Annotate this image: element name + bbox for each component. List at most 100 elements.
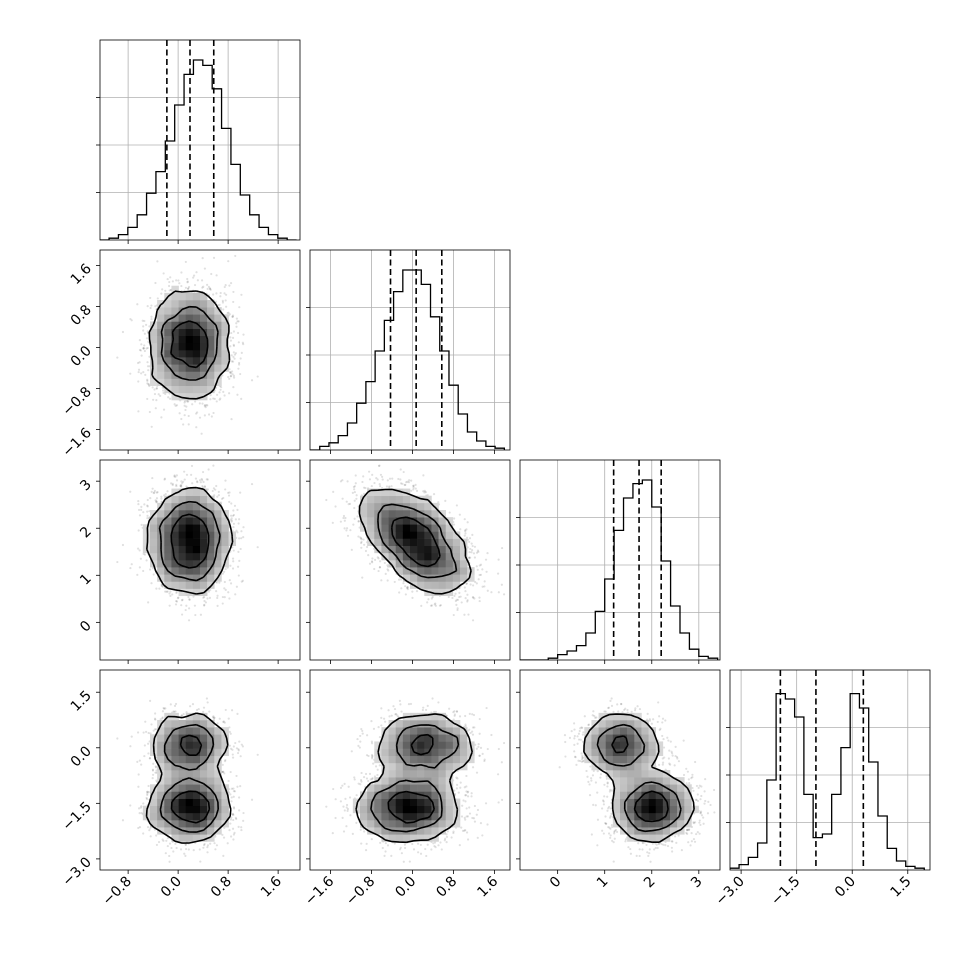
density-cell — [460, 574, 468, 582]
density-cell — [417, 510, 425, 518]
scatter-point — [356, 515, 359, 518]
density-cell — [655, 827, 664, 835]
scatter-point — [386, 568, 389, 571]
scatter-point — [212, 715, 215, 718]
density-cell — [634, 820, 642, 828]
density-cell — [634, 720, 642, 728]
scatter-point — [169, 276, 172, 279]
scatter-point — [237, 320, 240, 323]
scatter-point — [230, 331, 233, 335]
density-cell — [410, 538, 418, 547]
scatter-point — [153, 489, 156, 492]
scatter-point — [378, 764, 381, 767]
scatter-point — [166, 277, 169, 281]
scatter-point — [160, 495, 163, 498]
scatter-point — [687, 841, 690, 844]
density-cell — [207, 350, 215, 358]
scatter-point — [163, 478, 166, 481]
scatter-point — [228, 597, 231, 600]
scatter-point — [461, 829, 465, 832]
scatter-point — [142, 511, 145, 514]
scatter-point — [203, 485, 207, 489]
density-cell — [598, 712, 607, 721]
scatter-point — [393, 707, 397, 711]
scatter-point — [228, 370, 232, 374]
density-cell — [648, 834, 657, 842]
scatter-point — [602, 803, 605, 806]
density-cell — [360, 495, 368, 504]
density-cell — [185, 307, 194, 315]
scatter-point — [602, 832, 605, 835]
density-cell — [431, 805, 439, 814]
scatter-point — [232, 344, 236, 347]
scatter-point — [180, 714, 183, 717]
scatter-point — [648, 718, 651, 721]
scatter-point — [360, 727, 363, 731]
scatter-point — [676, 757, 679, 760]
density-cell — [157, 517, 165, 525]
scatter-point — [465, 831, 469, 834]
scatter-point — [152, 491, 155, 495]
scatter-point — [373, 558, 377, 561]
scatter-point — [203, 844, 206, 847]
scatter-point — [150, 318, 153, 321]
density-cell — [445, 567, 454, 575]
scatter-point — [173, 403, 176, 406]
scatter-point — [162, 272, 165, 275]
scatter-point — [670, 750, 673, 753]
scatter-point — [586, 775, 589, 778]
scatter-point — [239, 755, 242, 758]
scatter-point — [214, 835, 217, 838]
scatter-point — [151, 769, 155, 772]
scatter-point — [638, 848, 641, 851]
scatter-point — [174, 842, 177, 845]
density-cell — [178, 762, 187, 771]
scatter-point — [209, 588, 212, 592]
scatter-point — [361, 576, 364, 579]
density-cell — [164, 812, 172, 821]
scatter-point — [160, 416, 163, 419]
density-cell — [178, 392, 187, 401]
scatter-point — [465, 582, 468, 585]
scatter-point — [648, 719, 652, 722]
scatter-point — [232, 795, 235, 798]
density-cell — [207, 307, 215, 315]
density-cell — [214, 567, 222, 575]
density-cell — [157, 560, 165, 568]
scatter-point — [576, 742, 579, 745]
scatter-point — [231, 315, 234, 318]
density-cell — [591, 741, 599, 749]
contour-level-2 — [170, 734, 211, 824]
density-cell — [200, 371, 208, 379]
density-cell — [648, 791, 657, 799]
density-cell — [410, 734, 418, 742]
scatter-point — [233, 353, 237, 356]
scatter-point — [358, 746, 361, 749]
density-cell — [445, 734, 454, 742]
density-cell — [641, 727, 649, 735]
scatter-point — [602, 800, 605, 803]
scatter-point — [465, 528, 468, 531]
scatter-point — [624, 840, 627, 843]
density-cell — [178, 784, 187, 792]
x-tick-label: 0.8 — [433, 874, 460, 901]
density-cell — [402, 748, 411, 757]
scatter-point — [232, 343, 235, 346]
scatter-point — [186, 277, 189, 281]
density-cell — [164, 502, 172, 511]
scatter-point — [198, 479, 202, 482]
scatter-point — [611, 825, 614, 829]
scatter-point — [686, 828, 689, 831]
scatter-point — [174, 702, 178, 706]
scatter-point — [201, 286, 204, 289]
density-cell — [641, 748, 649, 757]
density-cell — [431, 812, 439, 821]
scatter-point — [148, 325, 151, 328]
scatter-point — [143, 754, 146, 758]
scatter-point — [475, 747, 478, 750]
scatter-point — [635, 854, 638, 857]
scatter-point — [596, 844, 599, 847]
scatter-point — [353, 778, 356, 781]
density-cell — [192, 292, 201, 301]
density-cell — [150, 805, 158, 814]
